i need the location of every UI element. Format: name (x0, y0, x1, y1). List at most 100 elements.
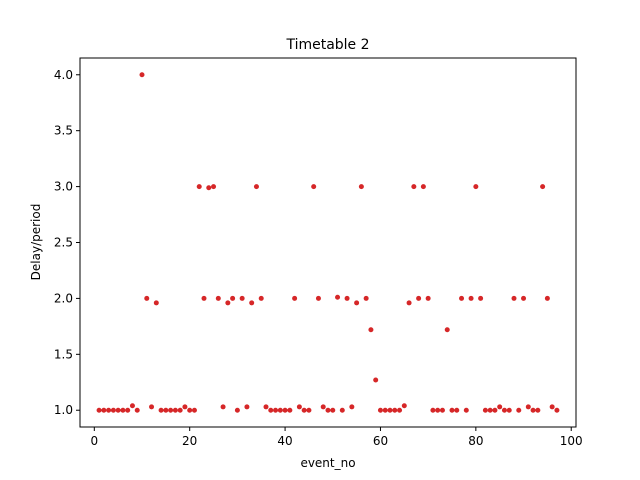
data-point (425, 295, 431, 301)
x-tick-label: 40 (277, 434, 292, 448)
data-point (296, 404, 302, 410)
y-tick-label: 3.0 (54, 180, 73, 194)
data-point (354, 300, 360, 306)
data-point (525, 404, 531, 410)
data-point (96, 407, 102, 413)
x-axis-ticks: 0 20 40 60 80 100 (90, 427, 583, 448)
data-point (416, 295, 422, 301)
data-point (206, 185, 212, 191)
data-point (487, 407, 493, 413)
data-point (463, 407, 469, 413)
data-point (220, 404, 226, 410)
plot-frame (79, 57, 577, 428)
data-point (511, 295, 517, 301)
x-tick-label: 0 (90, 434, 98, 448)
data-point (239, 295, 245, 301)
data-point (125, 407, 131, 413)
data-point (301, 407, 307, 413)
data-point (139, 72, 145, 78)
data-point (478, 295, 484, 301)
data-point (120, 407, 126, 413)
data-point (325, 407, 331, 413)
data-point (330, 407, 336, 413)
data-point (306, 407, 312, 413)
x-tick-label: 60 (373, 434, 388, 448)
data-point (273, 407, 279, 413)
data-point (501, 407, 507, 413)
data-point (406, 300, 412, 306)
data-point (506, 407, 512, 413)
x-tick-label: 80 (468, 434, 483, 448)
data-point (182, 404, 188, 410)
data-point (549, 404, 555, 410)
data-point (335, 294, 341, 300)
data-point (521, 295, 527, 301)
data-point (253, 184, 259, 190)
data-point (282, 407, 288, 413)
data-point (230, 295, 236, 301)
data-point (234, 407, 240, 413)
data-point (168, 407, 174, 413)
y-tick-label: 2.0 (54, 291, 73, 305)
data-point (358, 184, 364, 190)
y-tick-label: 2.5 (54, 236, 73, 250)
data-point (449, 407, 455, 413)
data-point (277, 407, 283, 413)
data-point (363, 295, 369, 301)
data-point (420, 184, 426, 190)
y-tick-label: 3.5 (54, 124, 73, 138)
data-point (344, 295, 350, 301)
data-point (411, 184, 417, 190)
data-point (244, 404, 250, 410)
data-point (368, 327, 374, 333)
x-tick-label: 20 (182, 434, 197, 448)
data-point (444, 327, 450, 333)
data-point (554, 407, 560, 413)
data-point (149, 404, 155, 410)
data-point (249, 300, 255, 306)
data-point (287, 407, 293, 413)
data-point (292, 295, 298, 301)
y-tick-label: 1.0 (54, 403, 73, 417)
data-point (158, 407, 164, 413)
data-point (397, 407, 403, 413)
y-axis-label: Delay/period (29, 204, 43, 281)
y-tick-label: 1.5 (54, 347, 73, 361)
data-point (172, 407, 178, 413)
data-point (101, 407, 107, 413)
data-points (96, 72, 560, 413)
data-point (468, 295, 474, 301)
data-point (153, 300, 159, 306)
data-point (454, 407, 460, 413)
data-point (187, 407, 193, 413)
chart-title: Timetable 2 (285, 37, 369, 53)
data-point (163, 407, 169, 413)
y-tick-label: 4.0 (54, 68, 73, 82)
data-point (401, 403, 407, 409)
data-point (211, 184, 217, 190)
data-point (377, 407, 383, 413)
data-point (540, 184, 546, 190)
data-point (258, 295, 264, 301)
data-point (387, 407, 393, 413)
data-point (263, 404, 269, 410)
data-point (430, 407, 436, 413)
data-point (201, 295, 207, 301)
x-axis-label: event_no (300, 456, 355, 470)
data-point (516, 407, 522, 413)
data-point (215, 295, 221, 301)
data-point (459, 295, 465, 301)
data-point (191, 407, 197, 413)
data-point (492, 407, 498, 413)
data-point (268, 407, 274, 413)
y-axis-ticks: 1.0 1.5 2.0 2.5 3.0 3.5 4.0 (54, 68, 80, 417)
data-point (535, 407, 541, 413)
data-point (134, 407, 140, 413)
data-point (497, 404, 503, 410)
data-point (196, 184, 202, 190)
x-tick-label: 100 (560, 434, 583, 448)
data-point (144, 295, 150, 301)
data-point (106, 407, 112, 413)
data-point (349, 404, 355, 410)
